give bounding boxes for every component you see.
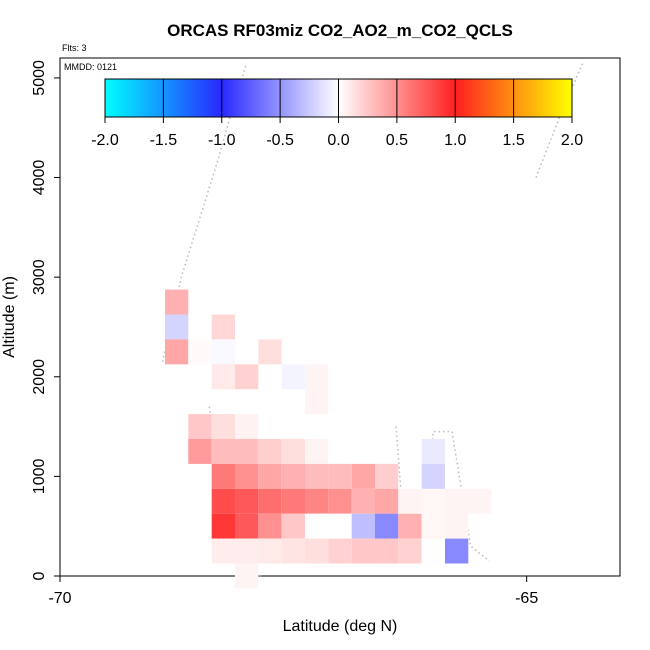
x-tick-label: -70 <box>48 590 71 607</box>
colorbar-tick-label: 1.5 <box>503 132 525 149</box>
y-tick-label: 0 <box>31 571 48 580</box>
heatmap-cell <box>328 463 352 489</box>
heatmap-cell <box>281 538 305 564</box>
heatmap-cell <box>328 513 352 539</box>
heatmap-cell <box>188 339 212 365</box>
y-tick-label: 5000 <box>31 60 48 96</box>
heatmap-cell <box>281 439 305 464</box>
y-axis-label: Altitude (m) <box>1 276 18 358</box>
colorbar-tick-label: 0.0 <box>327 132 349 149</box>
heatmap-cell <box>211 513 235 539</box>
heatmap-cell <box>165 289 189 315</box>
heatmap-cell <box>421 463 445 489</box>
chart-title: ORCAS RF03miz CO2_AO2_m_CO2_QCLS <box>167 21 513 40</box>
colorbar-tick-label: -1.5 <box>150 132 178 149</box>
heatmap-cell <box>305 488 329 514</box>
heatmap-cell <box>305 364 329 390</box>
heatmap-cell <box>235 463 259 489</box>
heatmap-cell <box>211 538 235 564</box>
heatmap-cell <box>235 513 259 539</box>
heatmap-cell <box>421 488 445 514</box>
heatmap-cell <box>375 488 399 514</box>
heatmap-cell <box>258 488 282 514</box>
heatmap-cell <box>281 463 305 489</box>
heatmap-cell <box>398 488 422 514</box>
flights-label: Flts: 3 <box>62 43 87 53</box>
colorbar-tick-label: 2.0 <box>561 132 583 149</box>
heatmap-cell <box>258 538 282 564</box>
heatmap-cell <box>305 513 329 539</box>
heatmap-cell <box>188 439 212 464</box>
x-tick-label: -65 <box>515 590 538 607</box>
colorbar-ticks: -2.0 -1.5 -1.0 -0.5 0.0 0.5 1.0 1.5 2.0 <box>91 79 583 149</box>
heatmap-cell <box>305 439 329 464</box>
heatmap-cell <box>351 513 375 539</box>
heatmap-cell <box>281 364 305 390</box>
heatmap-cell <box>421 439 445 464</box>
heatmap-cell <box>398 513 422 539</box>
heatmap-cell <box>445 513 469 539</box>
y-tick-label: 4000 <box>31 160 48 196</box>
y-axis: 0 1000 2000 3000 4000 5000 <box>31 60 60 580</box>
colorbar-tick-label: 1.0 <box>444 132 466 149</box>
heatmap-cell <box>281 513 305 539</box>
heatmap-cell <box>211 314 235 340</box>
colorbar-tick-label: 0.5 <box>386 132 408 149</box>
heatmap-cell <box>305 389 329 415</box>
x-axis-label: Latitude (deg N) <box>283 618 398 635</box>
heatmap-cell <box>188 414 212 439</box>
heatmap-cell <box>211 364 235 390</box>
x-axis: -70 -65 <box>48 576 538 607</box>
heatmap-cell <box>445 488 469 514</box>
heatmap-cell <box>235 488 259 514</box>
heatmap-cell <box>258 463 282 489</box>
heatmap-cells <box>165 289 492 589</box>
heatmap-cell <box>445 538 469 564</box>
heatmap-cell <box>258 339 282 365</box>
heatmap-cell <box>211 488 235 514</box>
heatmap-cell <box>398 538 422 564</box>
plot-frame <box>59 57 621 577</box>
y-tick-label: 3000 <box>31 259 48 295</box>
colorbar-tick-label: -1.0 <box>208 132 236 149</box>
heatmap-cell <box>235 439 259 464</box>
track-segment <box>535 62 584 178</box>
colorbar-tick-label: -2.0 <box>91 132 119 149</box>
heatmap-cell <box>211 463 235 489</box>
heatmap-cell <box>375 513 399 539</box>
heatmap-cell <box>235 414 259 439</box>
heatmap-cell <box>235 538 259 564</box>
heatmap-cell <box>375 538 399 564</box>
heatmap-cell <box>211 339 235 365</box>
colorbar: -2.0 -1.5 -1.0 -0.5 0.0 0.5 1.0 1.5 2.0 <box>91 78 583 149</box>
heatmap-cell <box>258 513 282 539</box>
heatmap-cell <box>165 314 189 340</box>
heatmap-cell <box>235 563 259 589</box>
heatmap-cell <box>281 488 305 514</box>
heatmap-cell <box>258 439 282 464</box>
heatmap-cell <box>375 463 399 489</box>
heatmap-cell <box>235 364 259 390</box>
heatmap-cell <box>305 538 329 564</box>
heatmap-cell <box>165 339 189 365</box>
heatmap-cell <box>328 538 352 564</box>
date-label: MMDD: 0121 <box>64 62 117 72</box>
heatmap-cell <box>211 414 235 439</box>
heatmap-cell <box>351 463 375 489</box>
heatmap-cell <box>328 488 352 514</box>
heatmap-cell <box>351 538 375 564</box>
y-tick-label: 2000 <box>31 359 48 395</box>
y-tick-label: 1000 <box>31 459 48 495</box>
heatmap-cell <box>305 463 329 489</box>
colorbar-tick-label: -0.5 <box>266 132 294 149</box>
heatmap-cell <box>211 439 235 464</box>
heatmap-cell <box>468 488 492 514</box>
heatmap-cell <box>421 513 445 539</box>
heatmap-cell <box>351 488 375 514</box>
